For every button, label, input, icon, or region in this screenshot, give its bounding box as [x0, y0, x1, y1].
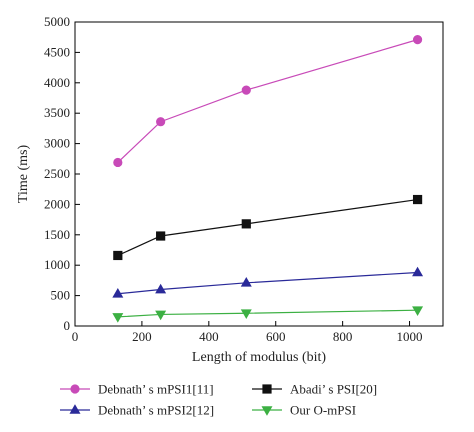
series-markers — [112, 35, 424, 323]
y-tick-label: 5000 — [44, 14, 70, 29]
x-tick-label: 800 — [333, 329, 353, 344]
data-point — [240, 277, 252, 287]
legend-item: Abadi’ s PSI[20] — [252, 382, 377, 397]
legend-label: Our O-mPSI — [290, 403, 356, 418]
data-point — [155, 310, 167, 321]
data-point — [156, 117, 166, 127]
y-axis-label: Time (ms) — [16, 145, 31, 204]
data-point — [412, 266, 424, 277]
y-tick-label: 0 — [64, 318, 71, 333]
legend-label: Debnath’ s mPSI1[11] — [98, 382, 214, 397]
y-tick-label: 2000 — [44, 196, 70, 211]
legend-item: Our O-mPSI — [252, 403, 356, 418]
series-line — [117, 39, 418, 163]
series-line — [117, 309, 418, 318]
y-tick-label: 1000 — [44, 257, 70, 272]
y-tick-label: 4000 — [44, 75, 70, 90]
data-point — [412, 35, 423, 45]
data-point — [156, 231, 166, 241]
x-tick-label: 200 — [132, 329, 152, 344]
legend: Debnath’ s mPSI1[11] Abadi’ s PSI[20] Debn… — [60, 382, 377, 418]
series-line — [117, 198, 418, 257]
data-point — [112, 313, 124, 323]
data-point — [412, 306, 424, 316]
legend-item: Debnath’ s mPSI2[12] — [60, 403, 214, 418]
legend-marker — [262, 384, 272, 394]
x-tick-label: 0 — [72, 329, 79, 344]
x-tick-label: 400 — [199, 329, 219, 344]
data-point — [241, 85, 251, 95]
legend-item: Debnath’ s mPSI1[11] — [60, 382, 214, 397]
y-tick-label: 4500 — [44, 44, 70, 59]
x-axis: 0 200 400 600 800 1000 — [72, 321, 423, 344]
x-tick-label: 600 — [266, 329, 286, 344]
series-line — [117, 271, 418, 295]
data-point — [412, 194, 423, 205]
y-axis: 0 500 1000 1500 2000 2500 3000 3500 4000 4500 5000 — [44, 14, 80, 333]
plot-frame — [74, 21, 444, 327]
y-tick-label: 2500 — [44, 166, 70, 181]
data-point — [240, 309, 252, 320]
data-point — [155, 283, 167, 294]
x-tick-label: 1000 — [397, 329, 423, 344]
data-point — [113, 250, 123, 261]
legend-marker — [69, 404, 81, 414]
y-tick-label: 3000 — [44, 136, 70, 151]
legend-label: Debnath’ s mPSI2[12] — [98, 403, 214, 418]
data-point — [241, 219, 251, 229]
legend-label: Abadi’ s PSI[20] — [290, 382, 377, 397]
data-point — [113, 157, 123, 168]
legend-marker — [70, 384, 80, 394]
y-tick-label: 3500 — [44, 105, 70, 120]
data-point — [112, 287, 124, 298]
legend-marker — [261, 406, 273, 416]
x-axis-label: Length of modulus (bit) — [192, 350, 326, 365]
y-tick-label: 500 — [51, 288, 71, 303]
y-tick-label: 1500 — [44, 227, 70, 242]
series-lines — [117, 39, 418, 318]
